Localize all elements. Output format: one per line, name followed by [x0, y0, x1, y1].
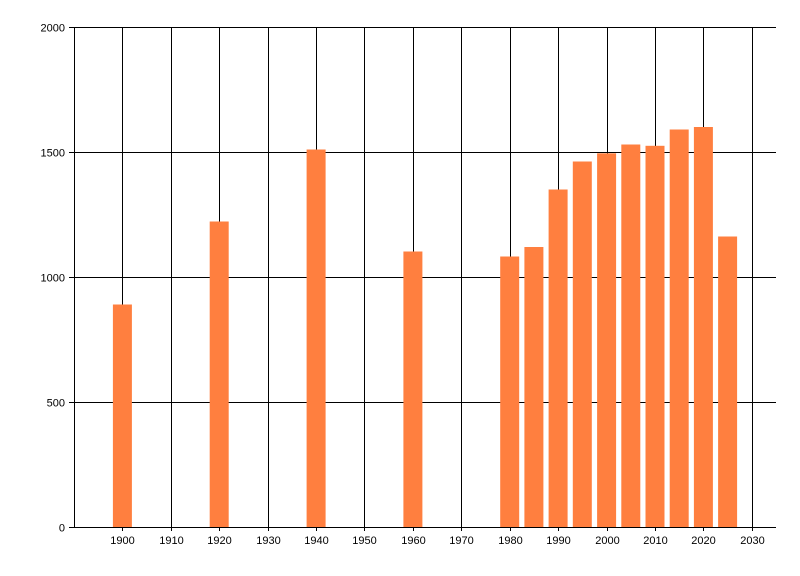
x-tick-label: 1900 — [110, 535, 134, 547]
x-tick-label: 1950 — [352, 535, 376, 547]
axes — [69, 27, 776, 531]
bar-2020 — [693, 127, 713, 527]
x-tick-label: 1970 — [449, 535, 473, 547]
x-tick-label: 1940 — [304, 535, 328, 547]
bar-2000 — [597, 153, 617, 528]
bar-1980 — [500, 256, 520, 527]
bars — [112, 127, 738, 528]
bar-1995 — [572, 161, 592, 527]
bar-1920 — [209, 221, 229, 527]
bar-2005 — [621, 144, 641, 527]
y-tick-label: 1000 — [41, 273, 65, 285]
x-tick-label: 1960 — [401, 535, 425, 547]
y-tick-label: 0 — [59, 523, 65, 535]
bar-2015 — [669, 129, 689, 527]
x-tick-label: 2030 — [740, 535, 764, 547]
bar-1985 — [524, 247, 544, 527]
y-tick-label: 500 — [47, 398, 65, 410]
bar-1960 — [403, 251, 423, 527]
x-tick-label: 1920 — [207, 535, 231, 547]
bar-1990 — [548, 189, 568, 527]
x-tick-label: 2020 — [691, 535, 715, 547]
bar-1940 — [306, 149, 326, 527]
y-tick-label: 1500 — [41, 148, 65, 160]
bar-2025 — [718, 236, 738, 527]
x-tick-label: 1990 — [546, 535, 570, 547]
x-tick-label: 2000 — [595, 535, 619, 547]
bar-1900 — [112, 304, 132, 527]
x-tick-label: 1910 — [159, 535, 183, 547]
tick-labels: 1900 1910 1920 1930 1940 1950 1960 1970 1980 1990… — [41, 23, 765, 548]
x-tick-label: 2010 — [643, 535, 667, 547]
x-tick-label: 1930 — [256, 535, 280, 547]
bar-2010 — [645, 145, 665, 528]
y-tick-label: 2000 — [41, 23, 65, 35]
x-tick-label: 1980 — [498, 535, 522, 547]
